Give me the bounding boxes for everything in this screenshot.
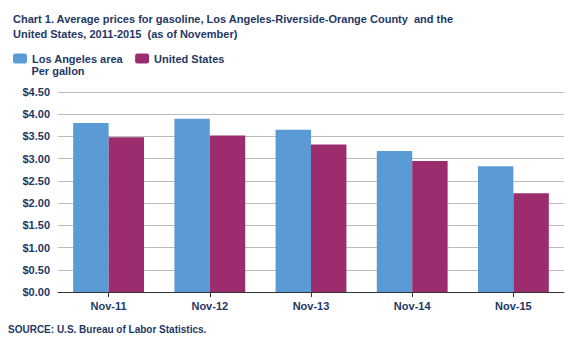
svg-text:$2.50: $2.50 <box>22 175 50 187</box>
svg-text:$4.00: $4.00 <box>22 108 50 120</box>
svg-text:Chart 1. Average prices for ga: Chart 1. Average prices for gasoline, Lo… <box>13 13 453 25</box>
svg-text:Nov-13: Nov-13 <box>293 300 330 312</box>
svg-text:$0.50: $0.50 <box>22 264 50 276</box>
svg-text:Nov-15: Nov-15 <box>495 300 532 312</box>
svg-text:$4.50: $4.50 <box>22 86 50 98</box>
svg-text:Per gallon: Per gallon <box>31 65 84 77</box>
svg-text:$3.00: $3.00 <box>22 153 50 165</box>
svg-text:Los Angeles area: Los Angeles area <box>32 53 124 65</box>
svg-text:$0.00: $0.00 <box>22 286 50 298</box>
svg-text:SOURCE: U.S. Bureau of Labor S: SOURCE: U.S. Bureau of Labor Statistics. <box>8 324 207 335</box>
svg-text:$1.00: $1.00 <box>22 242 50 254</box>
svg-text:$2.00: $2.00 <box>22 197 50 209</box>
svg-text:Nov-14: Nov-14 <box>394 300 432 312</box>
svg-text:$1.50: $1.50 <box>22 219 50 231</box>
svg-text:$3.50: $3.50 <box>22 130 50 142</box>
svg-text:United States: United States <box>154 53 224 65</box>
svg-text:Nov-11: Nov-11 <box>91 300 127 312</box>
svg-text:Nov-12: Nov-12 <box>191 300 228 312</box>
svg-text:United States, 2011-2015 (as: United States, 2011-2015 (as of November… <box>13 28 238 40</box>
